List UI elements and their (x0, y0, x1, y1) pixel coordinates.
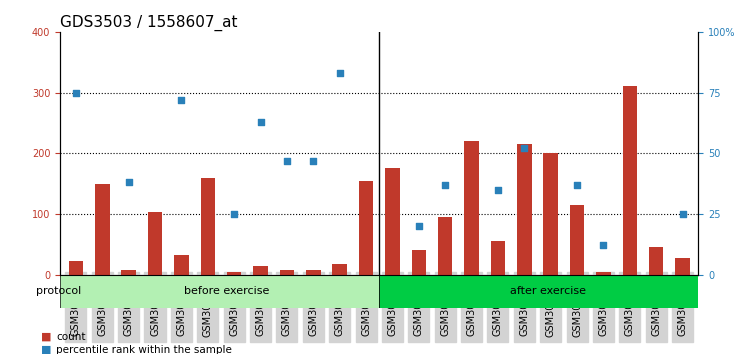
Point (307, 158, 319, 163)
Text: GDS3503 / 1558607_at: GDS3503 / 1558607_at (60, 14, 237, 30)
Bar (464, 141, 479, 275)
Bar (333, 264, 347, 275)
Point (122, 179, 134, 185)
Bar (379, 275, 719, 308)
Text: after exercise: after exercise (510, 286, 586, 296)
Point (176, 97, 188, 103)
Bar (60, 275, 379, 308)
Bar (623, 86, 637, 275)
Bar (412, 250, 426, 275)
Point (228, 211, 240, 217)
Bar (279, 270, 294, 275)
Bar (306, 270, 321, 275)
Bar (675, 258, 690, 275)
Point (439, 182, 451, 188)
Bar (596, 272, 611, 275)
Bar (174, 255, 189, 275)
Text: ■: ■ (41, 332, 52, 342)
Point (571, 182, 583, 188)
Point (413, 223, 425, 229)
Point (333, 70, 345, 76)
Text: ■: ■ (41, 345, 52, 354)
Bar (517, 144, 532, 275)
Point (518, 145, 530, 151)
Bar (385, 169, 400, 275)
Bar (95, 184, 110, 275)
Bar (148, 212, 162, 275)
Bar (227, 272, 241, 275)
Bar (438, 217, 452, 275)
Point (492, 187, 504, 193)
Text: before exercise: before exercise (183, 286, 269, 296)
Bar (649, 247, 663, 275)
Bar (359, 181, 373, 275)
Point (281, 158, 293, 163)
Bar (544, 153, 558, 275)
Bar (68, 261, 83, 275)
Text: percentile rank within the sample: percentile rank within the sample (56, 345, 232, 354)
Text: protocol: protocol (36, 286, 82, 296)
Bar (253, 266, 268, 275)
Bar (122, 270, 136, 275)
Point (70, 90, 82, 95)
Point (255, 119, 267, 125)
Bar (570, 205, 584, 275)
Text: count: count (56, 332, 86, 342)
Bar (490, 241, 505, 275)
Point (598, 242, 610, 248)
Bar (201, 177, 215, 275)
Point (677, 211, 689, 217)
